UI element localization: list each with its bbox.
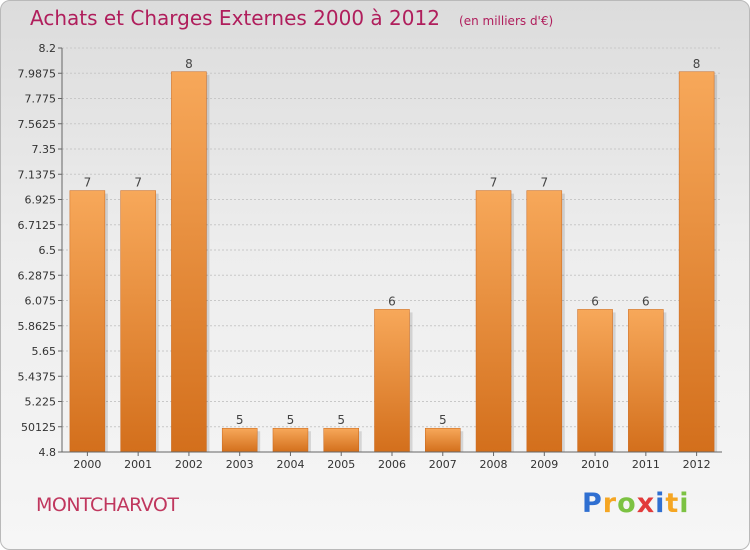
y-tick-label: 7.775 [25, 93, 57, 106]
x-tick-label: 2007 [429, 458, 457, 471]
x-tick-label: 2003 [226, 458, 254, 471]
bar-value-label: 6 [591, 294, 599, 308]
x-tick-label: 2009 [530, 458, 558, 471]
bar [628, 309, 664, 453]
bar-value-label: 5 [439, 413, 447, 427]
x-tick-label: 2001 [124, 458, 152, 471]
x-tick-label: 2002 [175, 458, 203, 471]
chart-title: Achats et Charges Externes 2000 à 2012 [30, 6, 440, 30]
y-tick-label: 7.35 [32, 143, 57, 156]
bar [678, 71, 715, 453]
bar [221, 427, 258, 453]
bar-value-label: 6 [388, 294, 396, 308]
logo-letter: x [636, 488, 656, 519]
x-tick-label: 2004 [276, 458, 304, 471]
y-tick-label: 4.8 [39, 446, 57, 459]
bar [69, 190, 106, 453]
y-tick-label: 7.9875 [18, 67, 57, 80]
bar-value-label: 7 [490, 176, 498, 190]
logo-letter: o [617, 488, 637, 519]
bar-value-label: 7 [134, 176, 142, 190]
chart-unit: (en milliers d'€) [459, 14, 554, 28]
y-tick-label: 5.8625 [18, 320, 57, 333]
proxiti-logo[interactable]: Proxiti [582, 488, 690, 519]
logo-letter: P [582, 488, 603, 519]
bar-value-label: 8 [185, 57, 193, 71]
logo-letter: i [655, 488, 666, 519]
bar [577, 309, 613, 453]
axis-layer: 4.8 50125 5.225 5.4375 5.65 5.8625 6.075 6.2875… [18, 42, 722, 471]
bar-value-label: 6 [642, 294, 650, 308]
x-tick-label: 2012 [683, 458, 711, 471]
x-tick-label: 2008 [480, 458, 508, 471]
logo-letter: r [602, 488, 618, 519]
bar [272, 427, 309, 453]
bar-value-label: 5 [287, 413, 295, 427]
bar-value-label: 5 [337, 413, 345, 427]
y-tick-label: 6.075 [25, 295, 57, 308]
y-tick-label: 50125 [21, 421, 56, 434]
x-tick-label: 2000 [73, 458, 101, 471]
bar [171, 71, 207, 453]
x-tick-label: 2011 [632, 458, 660, 471]
bar-value-label: 5 [236, 413, 244, 427]
bar-layer: 7 7 8 5 5 5 6 5 7 7 6 6 8 [69, 57, 718, 453]
bar-value-label: 7 [84, 176, 92, 190]
y-tick-label: 5.4375 [18, 370, 57, 383]
y-tick-label: 5.65 [32, 345, 57, 358]
y-tick-label: 6.5 [39, 244, 57, 257]
bar [526, 190, 563, 453]
title-row: Achats et Charges Externes 2000 à 2012 (… [30, 6, 553, 30]
logo-letter: t [665, 488, 680, 519]
city-name: MONTCHARVOT [36, 494, 179, 516]
y-tick-label: 8.2 [39, 42, 57, 55]
y-tick-label: 6.7125 [18, 219, 57, 232]
x-tick-label: 2005 [327, 458, 355, 471]
bar-value-label: 7 [540, 176, 548, 190]
y-tick-label: 5.225 [25, 396, 57, 409]
y-tick-label: 6.925 [25, 194, 57, 207]
x-tick-label: 2006 [378, 458, 406, 471]
y-tick-label: 7.1375 [18, 168, 57, 181]
bar [374, 309, 410, 453]
bar [475, 190, 512, 453]
bar [323, 427, 359, 453]
logo-letter: i [679, 488, 690, 519]
bar [425, 427, 461, 453]
x-tick-label: 2010 [581, 458, 609, 471]
y-tick-label: 6.2875 [18, 269, 57, 282]
bar-value-label: 8 [693, 57, 701, 71]
y-tick-label: 7.5625 [18, 118, 57, 131]
bar [120, 190, 156, 453]
